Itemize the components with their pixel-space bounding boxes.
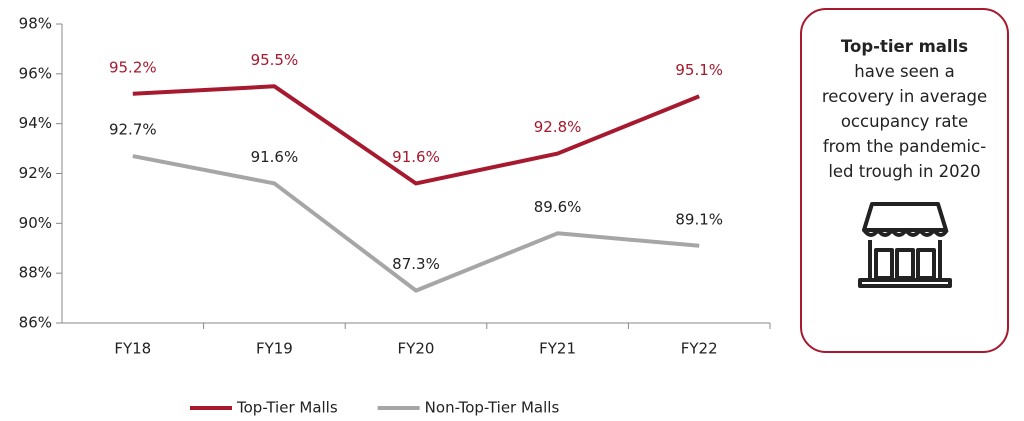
- data-label: 91.6%: [251, 148, 299, 166]
- data-label: 89.6%: [534, 198, 582, 216]
- legend-label: Non-Top-Tier Malls: [425, 399, 560, 417]
- data-label: 92.8%: [534, 118, 582, 136]
- data-label: 95.2%: [109, 58, 157, 76]
- series-line: [132, 84, 700, 186]
- data-label: 95.1%: [675, 61, 723, 79]
- y-tick-label: 96%: [19, 64, 52, 82]
- x-tick-label: FY19: [256, 340, 293, 358]
- y-tick-label: 90%: [19, 214, 52, 232]
- y-tick-label: 88%: [19, 264, 52, 282]
- data-label: 92.7%: [109, 121, 157, 139]
- x-tick-label: FY22: [681, 340, 718, 358]
- x-tick-label: FY20: [398, 340, 435, 358]
- data-label: 95.5%: [251, 51, 299, 69]
- y-tick-label: 94%: [19, 114, 52, 132]
- annotation-title: Top-tier malls: [840, 37, 969, 56]
- y-tick-label: 92%: [19, 164, 52, 182]
- x-tick-label: FY21: [539, 340, 576, 358]
- legend-label: Top-Tier Malls: [236, 399, 338, 417]
- x-tick-label: FY18: [114, 340, 151, 358]
- annotation-text: have seen a recovery in average occupanc…: [821, 62, 988, 181]
- chart: 86% 88% 90% 92% 94% 96% 98% FY18 FY19 FY20 FY21 FY2…: [19, 15, 771, 417]
- store-icon: [857, 202, 952, 288]
- y-tick-label: 98%: [19, 15, 52, 33]
- data-label: 87.3%: [392, 255, 440, 273]
- annotation-box: Top-tier malls have seen a recovery in a…: [800, 8, 1009, 353]
- y-tick-label: 86%: [19, 314, 52, 332]
- series-line: [132, 154, 700, 293]
- data-label: 91.6%: [392, 148, 440, 166]
- data-label: 89.1%: [675, 210, 723, 228]
